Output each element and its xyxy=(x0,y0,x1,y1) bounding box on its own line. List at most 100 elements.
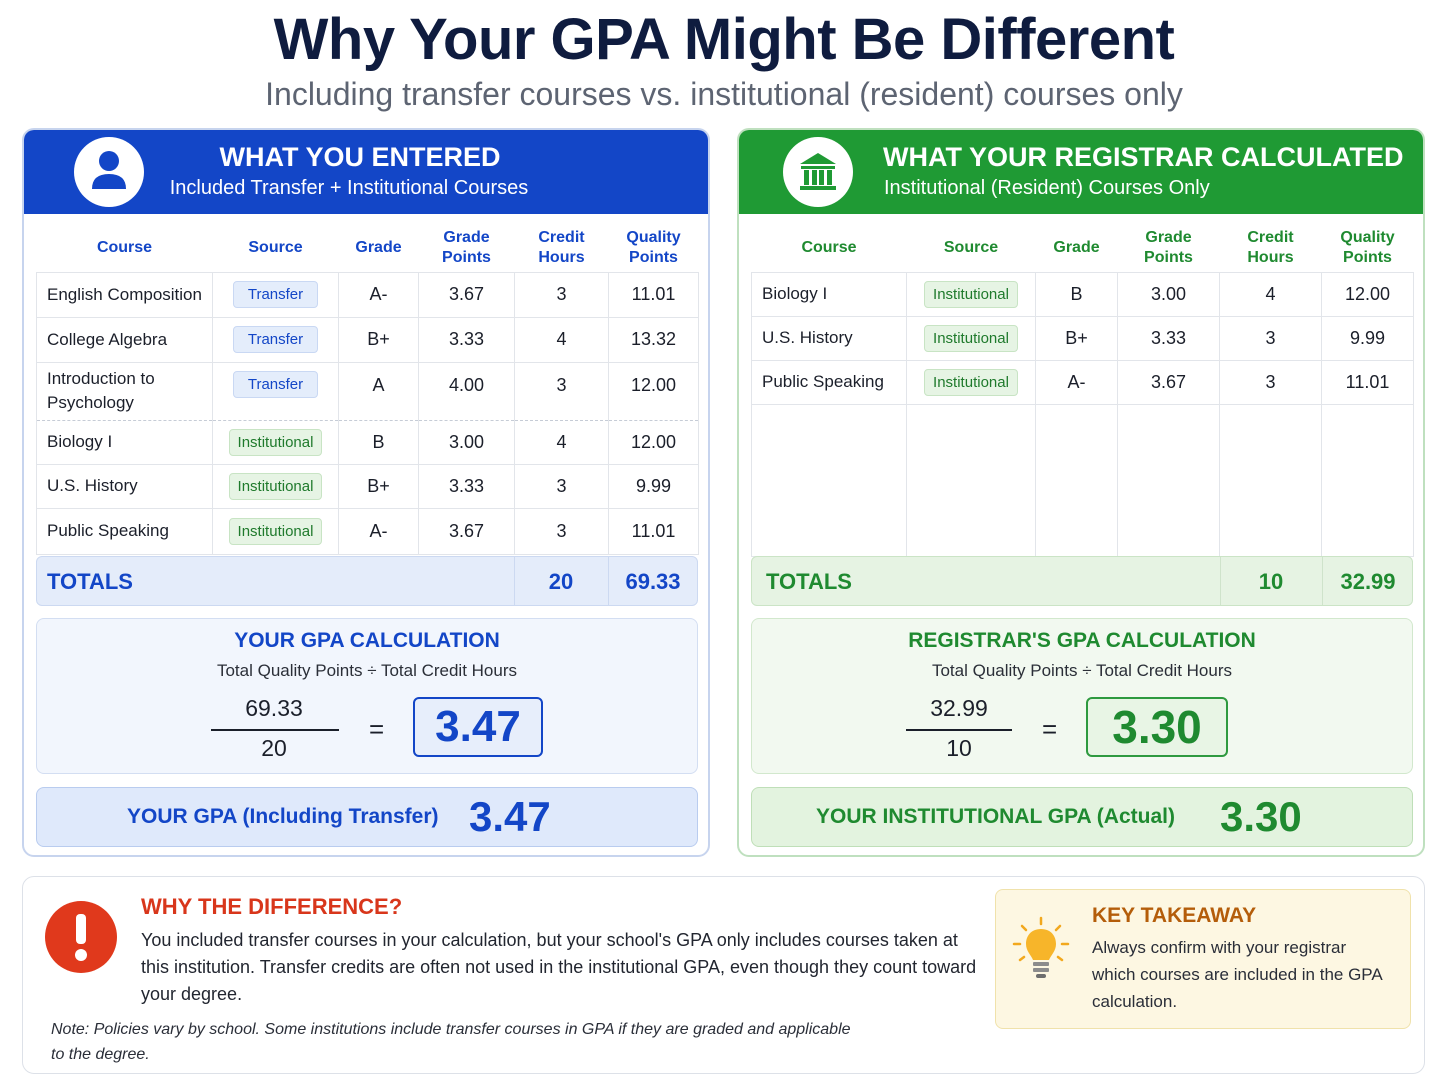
grade-points-cell: 3.33 xyxy=(418,316,515,362)
col-course: Course xyxy=(801,238,857,256)
panel-header: WHAT YOUR REGISTRAR CALCULATED Instituti… xyxy=(739,130,1423,214)
key-takeaway-title: KEY TAKEAWAY xyxy=(1092,904,1257,927)
panel-subtitle: Included Transfer + Institutional Course… xyxy=(169,177,529,199)
quality-points-cell: 11.01 xyxy=(608,271,699,317)
source-cell: Institutional xyxy=(906,315,1036,360)
totals-label: TOTALS xyxy=(47,569,133,594)
final-gpa-value: 3.30 xyxy=(1220,793,1302,840)
col-grade: Grade xyxy=(355,238,402,256)
person-icon xyxy=(74,137,144,207)
grade-cell: A- xyxy=(338,507,419,555)
gpa-result: 3.30 xyxy=(1086,697,1228,757)
equals-sign: = xyxy=(1042,714,1058,744)
course-cell: College Algebra xyxy=(36,316,213,362)
table-row: College Algebra Transfer B+ 3.33 4 13.32 xyxy=(36,316,699,362)
what-you-entered-panel: WHAT YOU ENTERED Included Transfer + Ins… xyxy=(22,128,710,857)
grade-points-cell: 3.00 xyxy=(418,419,515,464)
grade-cell: B+ xyxy=(338,316,419,362)
col-grade: Grade xyxy=(1053,238,1100,256)
grade-points-cell: 3.00 xyxy=(1117,271,1220,316)
totals-divider xyxy=(514,557,515,605)
fraction-bar xyxy=(211,729,339,731)
credit-hours-cell: 3 xyxy=(514,271,609,317)
fraction-numerator: 69.33 xyxy=(245,695,303,721)
source-badge: Institutional xyxy=(924,324,1018,352)
totals-label: TOTALS xyxy=(766,569,852,594)
total-quality-points: 32.99 xyxy=(1340,569,1396,594)
panel-title: WHAT YOUR REGISTRAR CALCULATED xyxy=(883,142,1404,172)
quality-points-cell: 12.00 xyxy=(608,419,699,464)
source-badge: Institutional xyxy=(924,280,1018,308)
col-grade-points: Grade Points xyxy=(1144,228,1193,266)
credit-hours-cell: 4 xyxy=(514,419,609,464)
source-badge: Transfer xyxy=(232,326,319,353)
grade-cell: A xyxy=(338,361,419,420)
why-difference-section: WHY THE DIFFERENCE? You included transfe… xyxy=(22,876,1425,1074)
source-badge: Institutional xyxy=(228,517,323,545)
col-credit-hours: Credit Hours xyxy=(1247,228,1294,266)
col-grade-points: Grade Points xyxy=(442,228,491,266)
grade-points-cell: 3.33 xyxy=(1117,315,1220,360)
quality-points-cell: 11.01 xyxy=(608,507,699,555)
col-quality-points: Quality Points xyxy=(626,228,681,266)
table-row: English Composition Transfer A- 3.67 3 1… xyxy=(36,271,699,317)
gpa-calculation-box: REGISTRAR'S GPA CALCULATION Total Qualit… xyxy=(751,618,1413,774)
source-cell: Institutional xyxy=(906,271,1036,316)
panel-header: WHAT YOU ENTERED Included Transfer + Ins… xyxy=(24,130,708,214)
calc-formula: Total Quality Points ÷ Total Credit Hour… xyxy=(216,661,518,680)
source-badge: Institutional xyxy=(924,368,1018,396)
final-gpa-banner: YOUR GPA (Including Transfer) 3.47 xyxy=(36,787,698,847)
course-cell: Biology I xyxy=(751,271,907,316)
fraction-bar xyxy=(906,729,1012,731)
quality-points-cell: 12.00 xyxy=(1321,271,1414,316)
credit-hours-cell: 4 xyxy=(1219,271,1322,316)
why-body: You included transfer courses in your ca… xyxy=(141,930,977,1004)
col-source: Source xyxy=(943,238,999,256)
grade-cell: B+ xyxy=(1035,315,1118,360)
grade-cell: A- xyxy=(338,271,419,317)
course-cell: Public Speaking xyxy=(36,507,213,555)
table-row: Introduction to Psychology Transfer A 4.… xyxy=(36,361,699,420)
course-cell: English Composition xyxy=(36,271,213,317)
lightbulb-icon xyxy=(1010,916,1072,982)
grade-points-cell: 3.67 xyxy=(418,507,515,555)
final-gpa-value: 3.47 xyxy=(469,793,551,840)
source-cell: Institutional xyxy=(212,419,339,464)
table-row: Biology I Institutional B 3.00 4 12.00 xyxy=(751,271,1414,316)
source-cell: Transfer xyxy=(212,316,339,362)
panel-subtitle: Institutional (Resident) Courses Only xyxy=(884,177,1210,199)
course-cell: U.S. History xyxy=(36,463,213,508)
fraction-denominator: 20 xyxy=(261,735,287,761)
final-gpa-label: YOUR GPA (Including Transfer) xyxy=(127,805,439,828)
table-header: Course Source Grade Grade Points Credit Ho… xyxy=(37,224,699,272)
credit-hours-cell: 3 xyxy=(1219,359,1322,404)
gpa-calculation-box: YOUR GPA CALCULATION Total Quality Point… xyxy=(36,618,698,774)
source-badge: Transfer xyxy=(232,281,319,308)
empty-table-row xyxy=(751,403,1414,557)
grade-points-cell: 3.33 xyxy=(418,463,515,508)
total-quality-points: 69.33 xyxy=(625,569,681,594)
col-source: Source xyxy=(248,238,303,256)
fraction-denominator: 10 xyxy=(946,735,972,761)
bank-building-icon xyxy=(783,137,853,207)
course-cell: U.S. History xyxy=(751,315,907,360)
page-subtitle: Including transfer courses vs. instituti… xyxy=(265,76,1183,112)
source-cell: Institutional xyxy=(212,463,339,508)
grade-points-cell: 3.67 xyxy=(1117,359,1220,404)
course-cell: Biology I xyxy=(36,419,213,464)
quality-points-cell: 13.32 xyxy=(608,316,699,362)
table-row: Public Speaking Institutional A- 3.67 3 … xyxy=(36,507,699,555)
credit-hours-cell: 3 xyxy=(514,507,609,555)
registrar-courses-table: Course Source Grade Grade Points Credit Ho… xyxy=(751,224,1414,557)
credit-hours-cell: 3 xyxy=(514,361,609,420)
source-badge: Institutional xyxy=(228,472,323,500)
key-takeaway-body: Always confirm with your registrar which… xyxy=(1092,938,1382,1011)
final-gpa-label: YOUR INSTITUTIONAL GPA (Actual) xyxy=(816,805,1175,828)
page-title: Why Your GPA Might Be Different xyxy=(273,7,1175,72)
quality-points-cell: 12.00 xyxy=(608,361,699,420)
table-header: Course Source Grade Grade Points Credit Ho… xyxy=(752,224,1414,272)
table-row: U.S. History Institutional B+ 3.33 3 9.9… xyxy=(751,315,1414,360)
source-badge: Transfer xyxy=(232,370,319,398)
table-row: Public Speaking Institutional A- 3.67 3 … xyxy=(751,359,1414,404)
why-title: WHY THE DIFFERENCE? xyxy=(141,894,403,919)
